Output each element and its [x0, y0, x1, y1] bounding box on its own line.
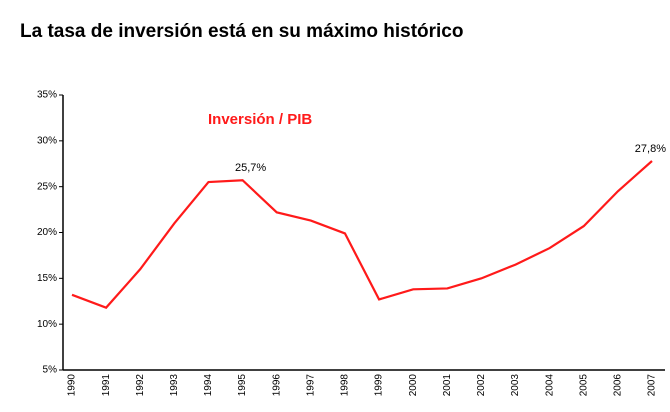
- x-tick-label: 2002: [476, 374, 487, 397]
- x-tick-label: 2003: [510, 374, 521, 397]
- x-tick-label: 1997: [305, 374, 316, 397]
- x-tick-label: 2000: [408, 374, 419, 397]
- data-label: 25,7%: [235, 162, 266, 174]
- x-tick-label: 2006: [613, 374, 624, 397]
- x-tick-label: 2004: [544, 374, 555, 397]
- y-tick-label: 30%: [37, 135, 57, 146]
- chart-title: La tasa de inversión está en su máximo h…: [20, 21, 464, 42]
- y-tick-label: 15%: [37, 273, 57, 284]
- x-tick-label: 1990: [67, 374, 78, 397]
- x-tick-label: 1991: [101, 374, 112, 397]
- x-tick-label: 2001: [442, 374, 453, 397]
- y-tick-label: 5%: [43, 365, 58, 376]
- x-tick-label: 1992: [135, 374, 146, 397]
- y-tick-label: 10%: [37, 319, 57, 330]
- legend-label: Inversión / PIB: [208, 111, 312, 128]
- y-tick-label: 20%: [37, 227, 57, 238]
- x-tick-label: 1995: [237, 374, 248, 397]
- x-tick-label: 1996: [271, 374, 282, 397]
- x-tick-label: 1998: [340, 374, 351, 397]
- x-tick-label: 1999: [374, 374, 385, 397]
- series-line: [71, 160, 653, 309]
- x-tick-label: 1994: [203, 374, 214, 397]
- x-tick-label: 2005: [578, 374, 589, 397]
- y-tick-label: 25%: [37, 181, 57, 192]
- y-tick-label: 35%: [37, 90, 57, 101]
- x-tick-label: 1993: [169, 374, 180, 397]
- data-label: 27,8%: [635, 143, 666, 155]
- x-tick-label: 2007: [647, 374, 658, 397]
